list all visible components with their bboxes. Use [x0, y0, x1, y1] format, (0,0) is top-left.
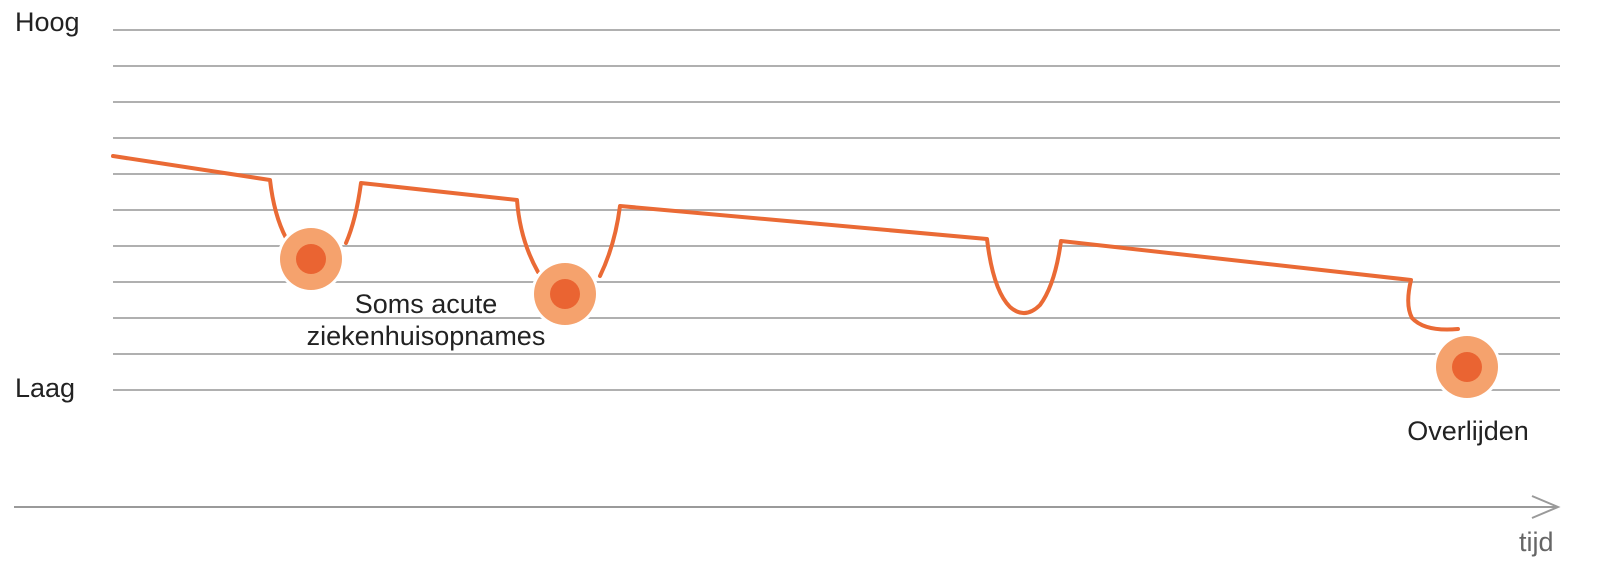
gridlines [113, 29, 1560, 391]
y-axis-low-label: Laag [15, 373, 76, 403]
health-curve [111, 154, 1460, 332]
arrow-right-icon [1531, 495, 1561, 519]
hospital-note-line-2: ziekenhuisopnames [306, 321, 546, 351]
hospital-note-line-1: Soms acute [354, 289, 498, 319]
death-note: Overlijden [1407, 416, 1529, 446]
event-marker-death [1433, 333, 1501, 401]
event-marker-2 [531, 260, 599, 328]
y-axis-high-label: Hoog [15, 7, 80, 37]
event-marker-1 [277, 225, 345, 293]
time-axis-label: tijd [1519, 527, 1554, 557]
hospital-admission-note: Soms acute ziekenhuisopnames [307, 288, 546, 352]
